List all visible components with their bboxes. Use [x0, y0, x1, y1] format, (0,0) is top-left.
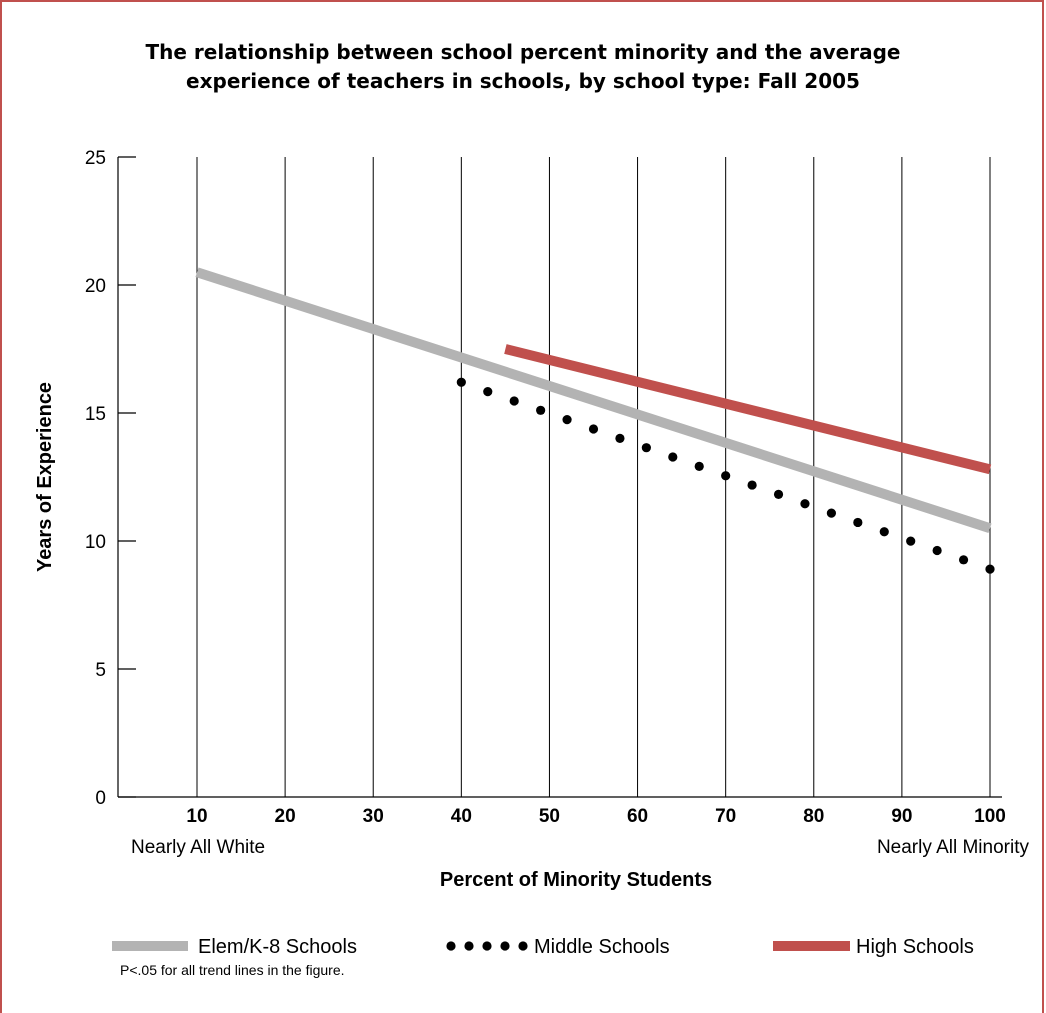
middle-schools-point: [958, 555, 969, 565]
x-tick-label-10: 10: [186, 806, 207, 827]
y-axis-title: Years of Experience: [34, 382, 56, 572]
y-tick-label-10: 10: [85, 532, 106, 553]
y-tick-label-25: 25: [85, 148, 106, 169]
x-tick-label-40: 40: [451, 806, 472, 827]
middle-schools-point: [879, 527, 889, 537]
legend-dot: [500, 941, 510, 951]
series-elem-k8-schools: [195, 267, 992, 533]
tick-labels: 0 5 10 15 20 25 10 20 30 40 50 60 70 80 90 100: [85, 148, 1006, 827]
middle-schools-point: [906, 536, 916, 546]
series-lines: [195, 267, 995, 574]
middle-schools-point: [562, 415, 572, 425]
chart-title-line-1: The relationship between school percent …: [145, 40, 901, 64]
x-tick-label-20: 20: [275, 806, 296, 827]
x-axis-left-end-label: Nearly All White: [131, 837, 265, 858]
middle-schools-point: [826, 508, 837, 518]
x-tick-label-30: 30: [363, 806, 384, 827]
middle-schools-point: [668, 452, 678, 462]
y-tick-label-0: 0: [95, 788, 106, 809]
series-middle-schools: [456, 377, 995, 574]
legend-swatch-middle: [446, 941, 528, 951]
middle-schools-point: [721, 471, 731, 481]
footnote: P<.05 for all trend lines in the figure.: [120, 962, 345, 978]
y-tick-label-5: 5: [95, 660, 106, 681]
x-tick-label-80: 80: [803, 806, 824, 827]
x-tick-label-70: 70: [715, 806, 736, 827]
middle-schools-point: [588, 424, 599, 434]
middle-schools-point: [456, 377, 466, 387]
y-tick-label-15: 15: [85, 404, 106, 425]
middle-schools-point: [747, 480, 757, 490]
middle-schools-point: [773, 489, 784, 500]
middle-schools-point: [985, 564, 995, 574]
chart-title-line-2: experience of teachers in schools, by sc…: [186, 69, 860, 93]
legend-label-middle: Middle Schools: [534, 936, 670, 958]
legend: Elem/K-8 Schools Middle Schools High Schoo…: [112, 936, 974, 958]
middle-schools-point: [800, 499, 810, 509]
middle-schools-point: [694, 461, 704, 471]
legend-label-high: High Schools: [856, 936, 974, 958]
legend-dot: [482, 941, 492, 951]
middle-schools-point: [536, 405, 546, 415]
x-axis-right-end-label: Nearly All Minority: [877, 837, 1030, 858]
x-tick-label-60: 60: [627, 806, 648, 827]
middle-schools-point: [853, 517, 863, 528]
middle-schools-point: [641, 443, 651, 453]
gridlines: [196, 157, 991, 797]
y-tick-label-20: 20: [85, 276, 106, 297]
x-tick-label-50: 50: [539, 806, 560, 827]
axes: [117, 156, 1002, 798]
series-high-schools: [504, 344, 992, 475]
middle-schools-point: [483, 387, 493, 397]
legend-dot: [464, 941, 474, 951]
x-axis-title: Percent of Minority Students: [440, 869, 712, 891]
legend-label-elem-k8: Elem/K-8 Schools: [198, 936, 357, 958]
legend-dot: [518, 941, 528, 951]
middle-schools-point: [932, 545, 942, 556]
chart-title: The relationship between school percent …: [0, 38, 1046, 96]
legend-dot: [446, 941, 456, 951]
x-tick-label-90: 90: [891, 806, 912, 827]
x-tick-label-100: 100: [974, 806, 1006, 827]
middle-schools-point: [509, 396, 519, 406]
middle-schools-point: [615, 433, 625, 443]
